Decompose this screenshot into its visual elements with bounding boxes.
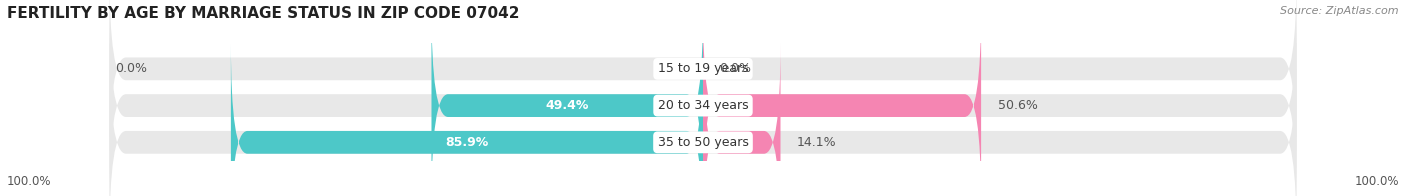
Text: Source: ZipAtlas.com: Source: ZipAtlas.com <box>1281 6 1399 16</box>
FancyBboxPatch shape <box>703 44 780 196</box>
Text: 0.0%: 0.0% <box>720 62 751 75</box>
Text: FERTILITY BY AGE BY MARRIAGE STATUS IN ZIP CODE 07042: FERTILITY BY AGE BY MARRIAGE STATUS IN Z… <box>7 6 520 21</box>
Text: 0.0%: 0.0% <box>115 62 146 75</box>
FancyBboxPatch shape <box>110 44 1296 196</box>
FancyBboxPatch shape <box>110 0 1296 168</box>
FancyBboxPatch shape <box>703 7 981 196</box>
Text: 14.1%: 14.1% <box>797 136 837 149</box>
Text: 100.0%: 100.0% <box>1354 175 1399 188</box>
Text: 100.0%: 100.0% <box>7 175 52 188</box>
Text: 49.4%: 49.4% <box>546 99 589 112</box>
FancyBboxPatch shape <box>432 7 703 196</box>
Text: 20 to 34 years: 20 to 34 years <box>658 99 748 112</box>
Text: 85.9%: 85.9% <box>446 136 488 149</box>
FancyBboxPatch shape <box>231 44 703 196</box>
Text: 15 to 19 years: 15 to 19 years <box>658 62 748 75</box>
FancyBboxPatch shape <box>110 7 1296 196</box>
Text: 35 to 50 years: 35 to 50 years <box>658 136 748 149</box>
Text: 50.6%: 50.6% <box>998 99 1038 112</box>
